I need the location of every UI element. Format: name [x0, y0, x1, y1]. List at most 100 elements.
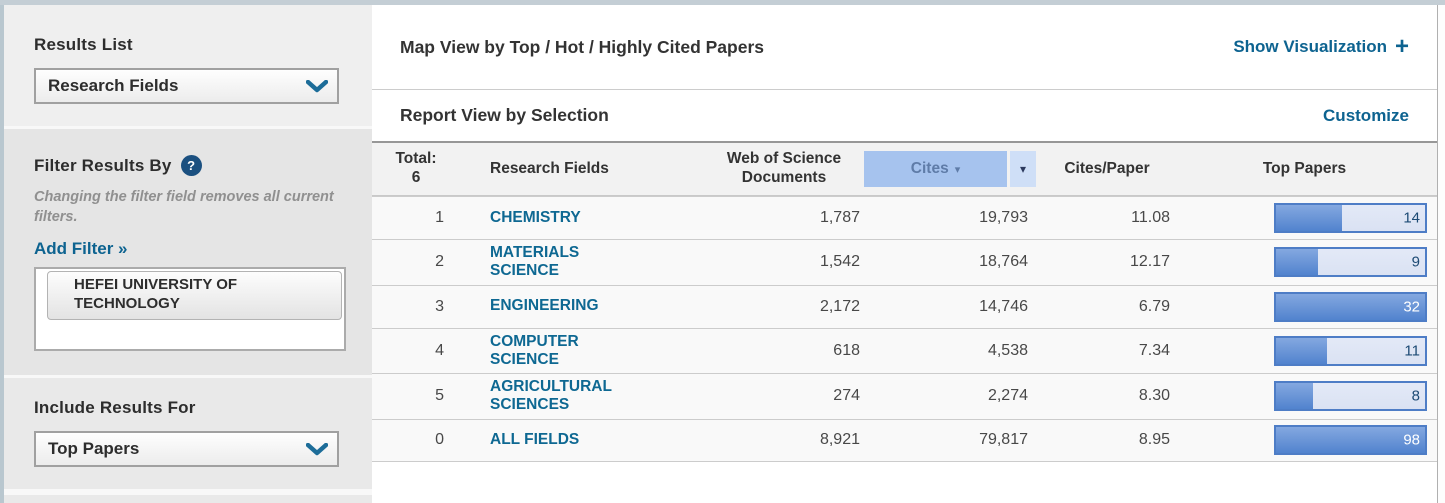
top-papers-cell: 11: [1274, 335, 1431, 366]
sidebar-filler: [4, 492, 372, 503]
row-cites: 79,817: [979, 431, 1028, 449]
top-papers-bar: 14: [1274, 203, 1427, 233]
research-field-link[interactable]: ALL FIELDS: [490, 431, 580, 449]
results-list-selected-value: Research Fields: [48, 76, 179, 95]
top-papers-cell: 8: [1274, 381, 1431, 412]
active-filters-listbox[interactable]: HEFEI UNIVERSITY OF TECHNOLOGY: [34, 267, 346, 352]
results-list-dropdown[interactable]: Research Fields: [34, 68, 339, 104]
map-view-title: Map View by Top / Hot / Highly Cited Pap…: [400, 36, 764, 57]
table-row: 3 ENGINEERING 2,172 14,746 6.79 32: [372, 284, 1437, 328]
table-row: 5 AGRICULTURAL SCIENCES 274 2,274 8.30 8: [372, 373, 1437, 419]
column-header-research-fields: Research Fields: [490, 159, 609, 177]
filter-results-section: Filter Results By ? Changing the filter …: [4, 129, 372, 376]
customize-link[interactable]: Customize: [1323, 105, 1409, 125]
cites-sort-button[interactable]: Cites ▾: [864, 151, 1007, 187]
filter-results-heading: Filter Results By: [34, 155, 172, 175]
table-row: 1 CHEMISTRY 1,787 19,793 11.08 14: [372, 196, 1437, 239]
right-edge-strip: [1437, 5, 1445, 503]
add-filter-link[interactable]: Add Filter »: [34, 239, 128, 259]
column-header-cites-per-paper: Cites/Paper: [1064, 159, 1150, 177]
top-papers-bar: 8: [1274, 381, 1427, 412]
table-body: 1 CHEMISTRY 1,787 19,793 11.08 14 2 MATE…: [372, 196, 1437, 462]
top-papers-value: 32: [1403, 298, 1420, 316]
row-cites: 4,538: [987, 341, 1028, 359]
row-cites-per-paper: 6.79: [1138, 297, 1170, 315]
row-cites: 19,793: [979, 209, 1028, 226]
sort-caret-icon: ▾: [954, 163, 961, 176]
top-papers-bar-fill: [1276, 383, 1314, 410]
row-rank: 2: [435, 253, 444, 271]
show-visualization-link[interactable]: Show Visualization +: [1233, 33, 1409, 60]
row-cites-per-paper: 7.34: [1138, 341, 1170, 359]
research-field-link[interactable]: ENGINEERING: [490, 297, 599, 315]
row-cites: 18,764: [979, 253, 1028, 271]
table-row: 4 COMPUTER SCIENCE 618 4,538 7.34 11: [372, 327, 1437, 374]
cites-sort-label: Cites: [910, 160, 949, 177]
top-papers-bar-fill: [1276, 337, 1327, 364]
filter-sidebar: Results List Research Fields Filter Resu…: [4, 5, 372, 503]
top-papers-bar: 32: [1274, 291, 1427, 322]
top-papers-bar: 98: [1274, 425, 1427, 456]
row-rank: 1: [435, 209, 444, 226]
filter-warning-note: Changing the filter field removes all cu…: [34, 189, 334, 225]
top-papers-bar-fill: [1276, 427, 1425, 454]
top-papers-cell: 14: [1274, 203, 1431, 233]
include-results-dropdown[interactable]: Top Papers: [34, 431, 339, 468]
research-field-link[interactable]: CHEMISTRY: [490, 208, 581, 226]
column-header-wos-documents: Web of Science Documents: [726, 150, 842, 186]
chevron-down-icon: [297, 442, 337, 456]
report-panel: Map View by Top / Hot / Highly Cited Pap…: [372, 5, 1437, 503]
include-results-section: Include Results For Top Papers: [4, 378, 372, 490]
row-cites: 14,746: [979, 297, 1028, 315]
table-row: 2 MATERIALS SCIENCE 1,542 18,764 12.17 9: [372, 239, 1437, 285]
map-view-header-row: Map View by Top / Hot / Highly Cited Pap…: [372, 5, 1437, 90]
research-field-link[interactable]: AGRICULTURAL SCIENCES: [490, 378, 612, 414]
row-cites-per-paper: 8.30: [1138, 387, 1170, 405]
plus-icon: +: [1394, 33, 1409, 60]
results-list-heading: Results List: [34, 35, 133, 54]
total-value: 6: [411, 169, 421, 186]
top-papers-bar: 9: [1274, 247, 1427, 278]
row-cites: 2,274: [987, 387, 1028, 405]
include-results-heading: Include Results For: [34, 398, 196, 418]
row-cites-per-paper: 11.08: [1131, 209, 1170, 226]
top-papers-bar-fill: [1276, 293, 1425, 320]
top-papers-value: 98: [1403, 431, 1420, 449]
top-papers-cell: 98: [1274, 425, 1431, 456]
row-wos-documents: 618: [833, 341, 860, 359]
top-papers-value: 8: [1411, 387, 1420, 405]
show-visualization-label: Show Visualization: [1233, 37, 1387, 56]
research-field-link[interactable]: MATERIALS SCIENCE: [490, 244, 580, 280]
row-cites-per-paper: 8.95: [1138, 431, 1170, 449]
row-cites-per-paper: 12.17: [1129, 253, 1170, 271]
results-list-section: Results List Research Fields: [4, 5, 372, 126]
column-header-top-papers: Top Papers: [1262, 159, 1347, 177]
table-row: 0 ALL FIELDS 8,921 79,817 8.95 98: [372, 418, 1437, 462]
top-papers-bar-fill: [1276, 249, 1318, 276]
row-wos-documents: 2,172: [819, 297, 860, 315]
cites-dropdown-arrow-button[interactable]: ▾: [1010, 151, 1036, 187]
include-results-selected-value: Top Papers: [48, 439, 140, 459]
section-divider: [4, 126, 372, 129]
section-divider: [4, 489, 372, 493]
research-field-link[interactable]: COMPUTER SCIENCE: [490, 332, 579, 368]
total-count: Total: 6: [386, 150, 464, 187]
top-papers-value: 14: [1403, 209, 1420, 227]
top-papers-bar: 11: [1274, 335, 1427, 366]
top-papers-value: 11: [1404, 342, 1420, 360]
report-view-title: Report View by Selection: [400, 105, 609, 125]
row-rank: 5: [435, 387, 444, 405]
left-accent-strip: [0, 5, 4, 503]
help-icon[interactable]: ?: [180, 155, 202, 176]
filter-item-institution[interactable]: HEFEI UNIVERSITY OF TECHNOLOGY: [47, 271, 342, 320]
total-label: Total:: [395, 150, 437, 168]
row-wos-documents: 8,921: [819, 431, 860, 449]
row-wos-documents: 1,542: [819, 253, 860, 271]
top-papers-bar-fill: [1276, 205, 1342, 231]
row-rank: 3: [435, 297, 444, 315]
table-header-row: Total: 6 Research Fields Web of Science …: [372, 143, 1437, 196]
row-wos-documents: 274: [833, 387, 860, 405]
row-rank: 4: [435, 341, 444, 359]
top-papers-cell: 9: [1274, 247, 1431, 278]
